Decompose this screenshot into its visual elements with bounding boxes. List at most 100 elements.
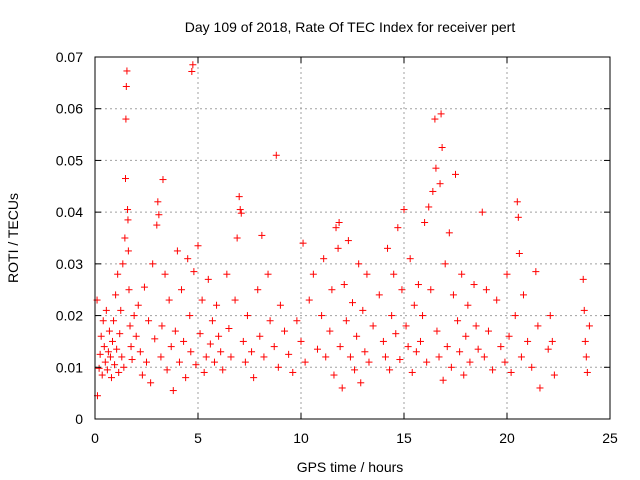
data-point — [388, 312, 396, 320]
data-point — [121, 234, 129, 242]
data-point — [384, 244, 392, 252]
data-point — [519, 291, 527, 299]
data-point — [100, 343, 108, 351]
data-point — [138, 371, 146, 379]
data-point — [423, 358, 431, 366]
data-point — [480, 353, 488, 361]
data-point — [132, 332, 140, 340]
data-point — [313, 345, 321, 353]
data-point — [581, 337, 589, 345]
y-tick-label: 0.03 — [56, 256, 83, 272]
data-point — [97, 332, 105, 340]
data-point — [154, 198, 162, 206]
data-point — [116, 330, 124, 338]
data-point — [182, 374, 190, 382]
data-point — [501, 358, 509, 366]
data-point — [328, 286, 336, 294]
data-point — [248, 348, 256, 356]
data-point — [127, 343, 135, 351]
data-point — [184, 255, 192, 263]
data-point — [489, 366, 497, 374]
data-point — [583, 368, 591, 376]
data-point — [186, 312, 194, 320]
data-point — [114, 270, 122, 278]
data-point — [122, 82, 130, 90]
data-point — [322, 353, 330, 361]
data-point — [359, 306, 367, 314]
data-point — [188, 67, 196, 75]
data-point — [149, 260, 157, 268]
data-point — [106, 353, 114, 361]
data-point — [293, 317, 301, 325]
data-point — [236, 206, 244, 214]
y-axis-ticks: 0 0.01 0.02 0.03 0.04 0.05 0.06 0.07 — [56, 49, 610, 427]
data-point — [332, 224, 340, 232]
data-point — [104, 348, 112, 356]
chart-title: Day 109 of 2018, Rate Of TEC Index for r… — [185, 19, 516, 35]
data-point — [386, 366, 394, 374]
x-tick-label: 25 — [602, 430, 618, 446]
data-point — [427, 286, 435, 294]
data-point — [231, 296, 239, 304]
data-point — [202, 353, 210, 361]
x-tick-label: 15 — [396, 430, 412, 446]
data-point — [289, 368, 297, 376]
data-point — [215, 332, 223, 340]
data-point — [585, 322, 593, 330]
data-point — [165, 296, 173, 304]
data-point — [514, 213, 522, 221]
data-point — [124, 206, 132, 214]
y-tick-label: 0.02 — [56, 308, 83, 324]
data-point — [219, 366, 227, 374]
data-point — [206, 340, 214, 348]
data-point — [438, 144, 446, 151]
data-point — [217, 348, 225, 356]
data-point — [101, 358, 109, 366]
data-point — [126, 322, 134, 330]
data-point — [342, 317, 350, 325]
x-axis-ticks: 0 5 10 15 20 25 — [91, 57, 618, 446]
data-point — [363, 270, 371, 278]
data-point — [161, 270, 169, 278]
data-point — [110, 317, 118, 325]
data-point — [309, 270, 317, 278]
data-point — [167, 343, 175, 351]
data-point — [128, 356, 136, 364]
data-point — [143, 358, 150, 366]
data-point — [270, 343, 278, 351]
data-point — [256, 332, 264, 340]
data-point — [346, 353, 354, 361]
data-point — [194, 242, 202, 250]
data-point — [462, 332, 470, 340]
data-point — [546, 312, 554, 320]
data-point — [416, 337, 424, 345]
data-point — [237, 209, 245, 217]
data-point — [361, 348, 369, 356]
data-point — [98, 371, 106, 379]
data-point — [122, 115, 130, 123]
data-point — [151, 335, 159, 343]
data-point — [159, 176, 167, 184]
data-point — [392, 330, 400, 338]
data-point — [241, 358, 249, 366]
data-point — [213, 301, 221, 309]
data-point — [266, 317, 274, 325]
data-point — [464, 301, 472, 309]
x-axis-label: GPS time / hours — [297, 459, 404, 475]
data-point — [517, 353, 525, 361]
data-point — [301, 358, 309, 366]
y-axis-label: ROTI / TECUs — [5, 193, 21, 283]
data-point — [120, 363, 128, 371]
data-point — [192, 361, 200, 369]
y-tick-label: 0.01 — [56, 359, 83, 375]
data-point — [276, 301, 284, 309]
data-point — [441, 260, 449, 268]
data-point — [402, 322, 410, 330]
data-point — [524, 337, 532, 345]
data-point — [503, 270, 511, 278]
data-point — [285, 350, 293, 358]
data-point — [204, 275, 212, 283]
data-point — [254, 286, 262, 294]
data-point — [432, 164, 440, 172]
